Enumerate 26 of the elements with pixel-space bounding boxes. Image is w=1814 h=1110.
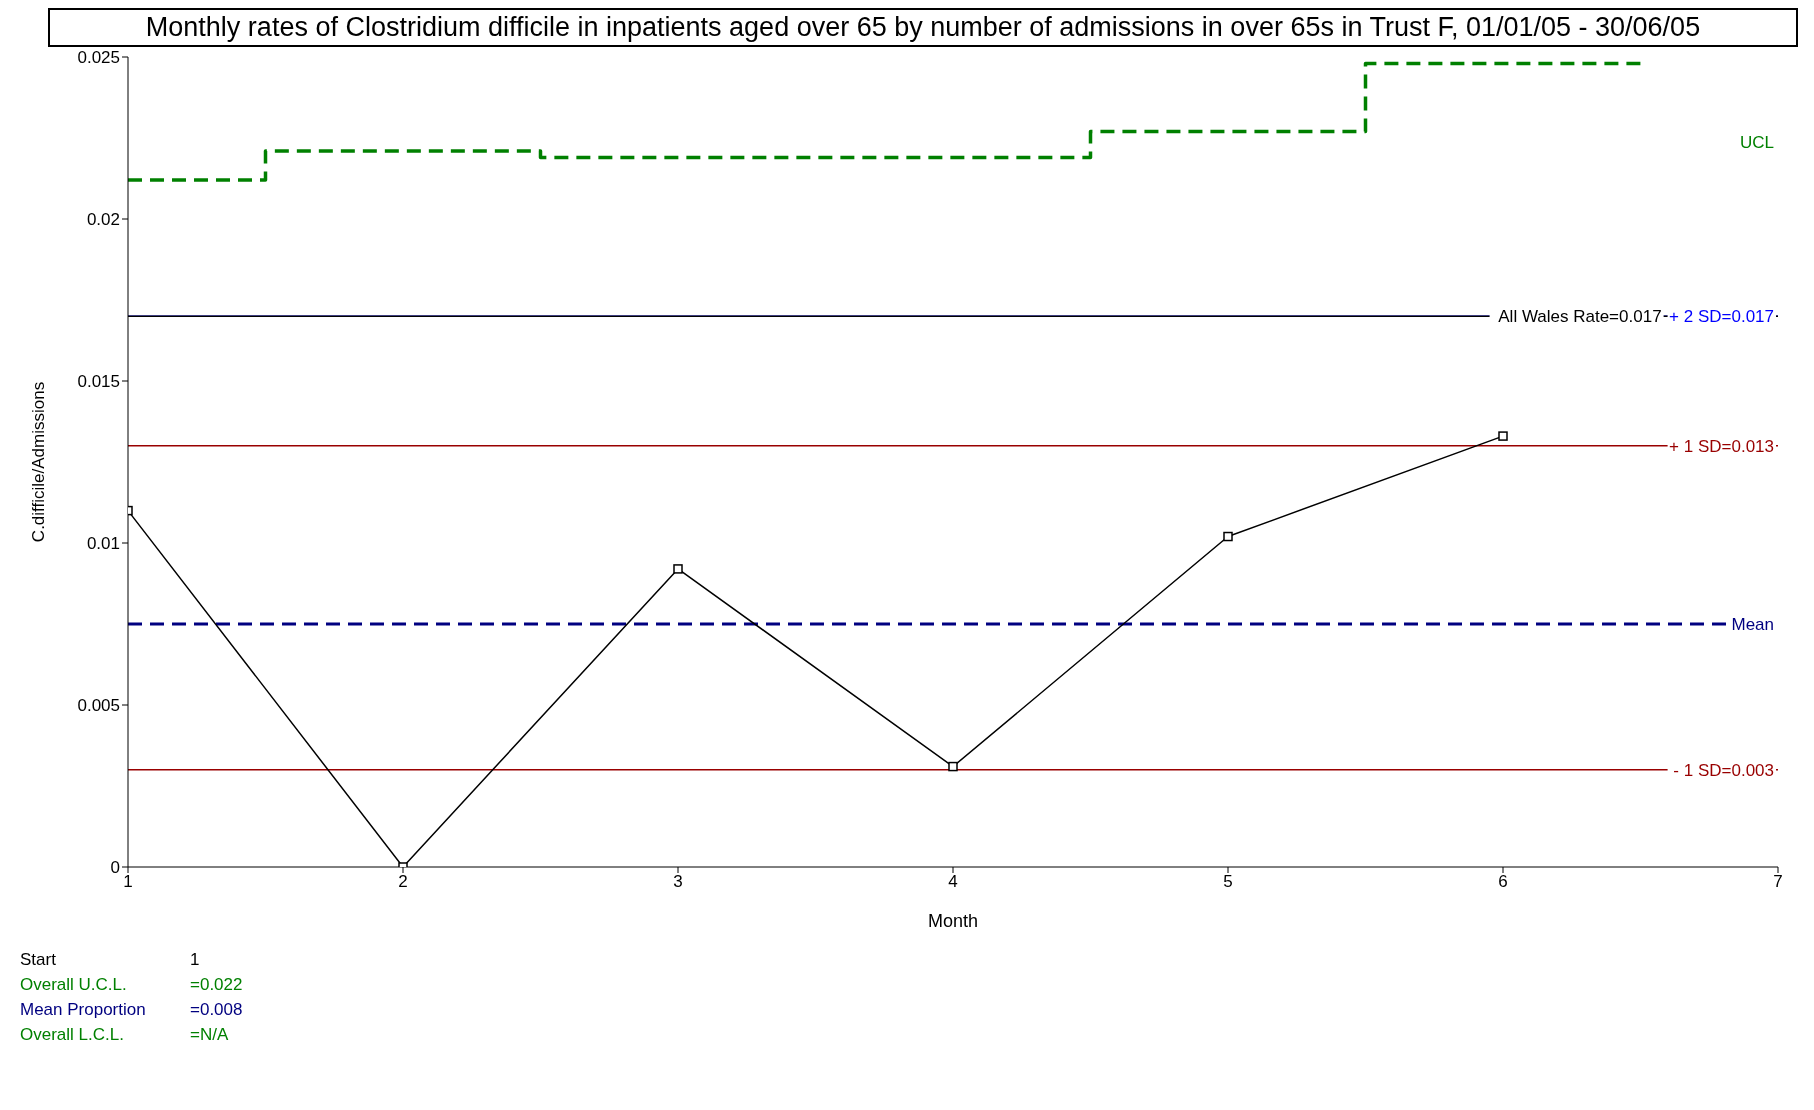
ref-line-label: + 1 SD=0.013 — [1669, 436, 1774, 456]
ref-line-label: - 1 SD=0.003 — [1673, 760, 1774, 780]
y-tick-label: 0.025 — [77, 48, 120, 68]
y-tick-label: 0.01 — [86, 534, 120, 554]
y-tick-label: 0.015 — [77, 372, 120, 392]
text: Start 1 — [20, 950, 200, 969]
x-tick-label: 4 — [948, 872, 958, 892]
text: UCL — [1739, 133, 1774, 153]
ref-line-label: All Wales Rate=0.017 — [1498, 307, 1662, 327]
x-tick-label: 2 — [398, 872, 408, 892]
ref-line-label: + 2 SD=0.017 — [1669, 307, 1774, 327]
chart-title: Monthly rates of Clostridium difficile in inpatients aged over 65 by number of admissions in over 65s in Trust F, 01/01/05 - 30/06/05 — [48, 8, 1798, 47]
x-tick-label: 7 — [1773, 872, 1783, 892]
text: Overall U.C.L. =0.022 — [20, 975, 243, 994]
y-tick-label: 0.005 — [77, 696, 120, 716]
x-tick-label: 6 — [1498, 872, 1508, 892]
x-tick-label: 5 — [1223, 872, 1233, 892]
x-tick-label: 1 — [123, 872, 133, 892]
text: Overall L.C.L. =N/A — [20, 1025, 229, 1044]
y-tick-label: 0 — [110, 858, 120, 878]
x-tick-label: 3 — [673, 872, 683, 892]
ref-line-label: Mean — [1731, 614, 1774, 634]
y-tick-label: 0.02 — [86, 210, 120, 230]
y-axis-title: C.difficile/Admissions — [29, 381, 49, 543]
text: Mean Proportion =0.008 — [20, 1000, 243, 1019]
x-axis-title: Month — [927, 911, 979, 931]
